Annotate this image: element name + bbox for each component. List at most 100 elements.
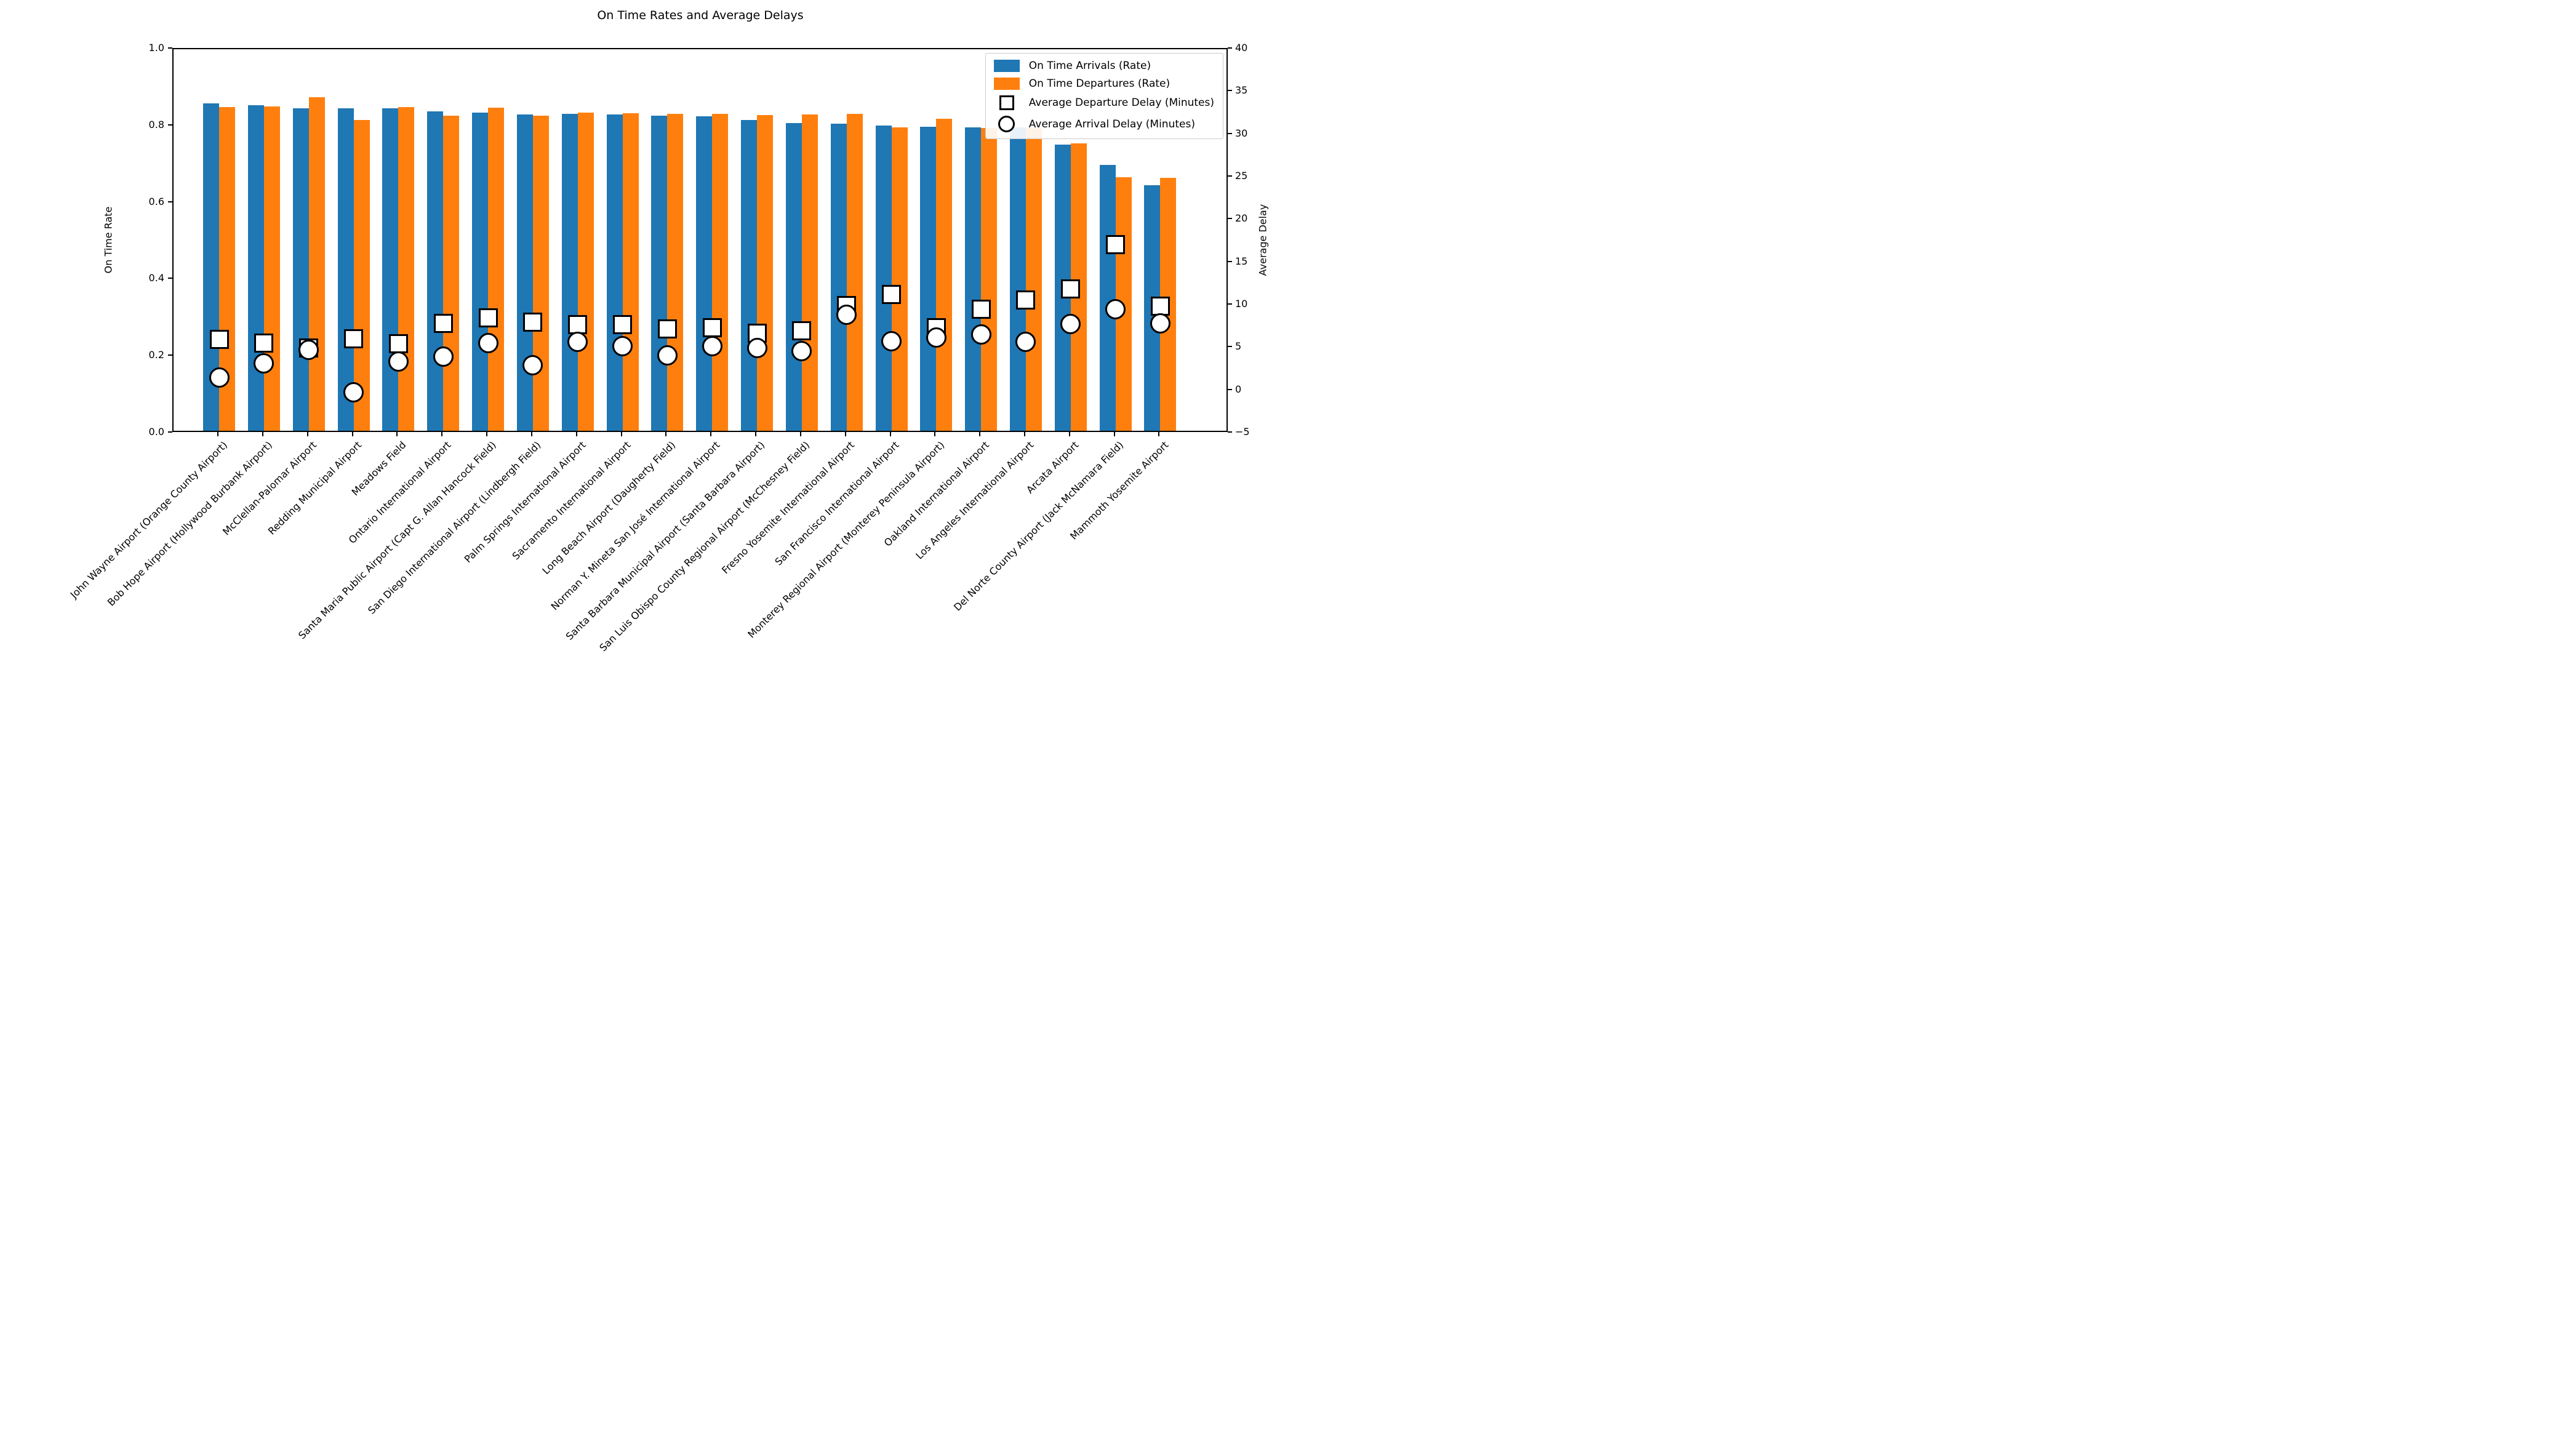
x-tick-label: Del Norte County Airport (Jack McNamara … (951, 439, 1126, 614)
marker-arrival-delay (298, 339, 319, 360)
y-tick-label-left: 0.2 (148, 349, 164, 361)
x-tick-mark (1158, 432, 1160, 436)
bar-departures (443, 115, 460, 431)
x-tick-mark (979, 432, 981, 436)
y-tick-mark-right (1228, 388, 1232, 390)
bar-departures (577, 113, 594, 431)
x-tick-label: Redding Municipal Airport (265, 439, 364, 537)
y-tick-mark-right (1228, 260, 1232, 262)
marker-departure-delay (209, 330, 229, 349)
marker-departure-delay (433, 313, 453, 333)
y-tick-label-right: 0 (1235, 383, 1242, 395)
bar-arrivals (830, 123, 847, 431)
bar-arrivals (292, 108, 309, 431)
marker-arrival-delay (388, 351, 409, 372)
bar-arrivals (1099, 165, 1116, 431)
legend-swatch-square (993, 95, 1020, 110)
bar-arrivals (382, 108, 399, 431)
bar-departures (846, 114, 863, 431)
bar-departures (801, 114, 818, 431)
marker-departure-delay (792, 321, 812, 341)
bar-arrivals (741, 119, 757, 431)
bar-arrivals (247, 105, 264, 431)
bar-arrivals (337, 108, 354, 431)
legend-swatch-circle (993, 116, 1020, 132)
legend-item-label: Average Arrival Delay (Minutes) (1028, 118, 1195, 130)
x-tick-label: Bob Hope Airport (Hollywood Burbank Airp… (105, 439, 274, 609)
marker-arrival-delay (1060, 314, 1081, 334)
x-tick-label: Mammoth Yosemite Airport (1067, 439, 1171, 542)
x-tick-mark (396, 432, 398, 436)
x-tick-mark (710, 432, 712, 436)
marker-departure-delay (344, 329, 363, 348)
marker-departure-delay (1061, 279, 1081, 299)
bar-arrivals (965, 127, 982, 431)
marker-arrival-delay (657, 345, 678, 366)
x-tick-mark (620, 432, 622, 436)
bar-departures (353, 119, 370, 431)
y-tick-mark-left (168, 431, 172, 433)
marker-arrival-delay (1105, 299, 1126, 320)
y-tick-label-right: 30 (1235, 127, 1248, 139)
marker-departure-delay (702, 318, 722, 337)
y-tick-mark-left (168, 47, 172, 49)
y-tick-mark-right (1228, 303, 1232, 305)
marker-departure-delay (478, 308, 498, 328)
x-tick-mark (665, 432, 667, 436)
marker-arrival-delay (209, 367, 230, 388)
y-tick-mark-left (168, 278, 172, 279)
y-tick-label-right: −5 (1235, 426, 1250, 438)
y-tick-mark-right (1228, 90, 1232, 92)
bar-arrivals (561, 114, 578, 431)
bar-departures (532, 116, 549, 431)
x-tick-label: McClellan-Palomar Airport (220, 439, 319, 538)
left-axis-label: On Time Rate (102, 206, 114, 274)
x-tick-mark (799, 432, 801, 436)
marker-departure-delay (1016, 290, 1036, 310)
square-marker-icon (999, 95, 1014, 110)
bar-arrivals (1009, 127, 1026, 431)
marker-arrival-delay (970, 324, 991, 345)
legend-item: Average Arrival Delay (Minutes) (993, 116, 1214, 132)
x-tick-mark (889, 432, 891, 436)
x-tick-mark (217, 432, 218, 436)
bar-arrivals (427, 111, 444, 431)
x-tick-label: Norman Y. Mineta San José International … (548, 439, 722, 613)
legend-item-label: On Time Arrivals (Rate) (1028, 60, 1151, 72)
marker-arrival-delay (343, 382, 364, 402)
marker-departure-delay (657, 319, 677, 339)
bar-arrivals (516, 114, 533, 431)
x-tick-mark (530, 432, 532, 436)
bar-arrivals (606, 114, 623, 431)
marker-departure-delay (971, 300, 991, 319)
y-tick-label-right: 35 (1235, 84, 1248, 97)
y-tick-label-right: 15 (1235, 255, 1248, 267)
y-tick-label-right: 10 (1235, 298, 1248, 310)
x-tick-mark (575, 432, 577, 436)
marker-arrival-delay (746, 337, 767, 358)
bar-departures (263, 106, 280, 431)
y-tick-label-right: 5 (1235, 340, 1242, 353)
chart-title: On Time Rates and Average Delays (597, 9, 804, 22)
marker-arrival-delay (433, 346, 454, 367)
bar-departures (622, 113, 639, 431)
bar-arrivals (875, 125, 892, 431)
y-tick-mark-right (1228, 431, 1232, 433)
x-tick-mark (755, 432, 756, 436)
y-tick-label-right: 20 (1235, 212, 1248, 225)
bar-departures (712, 114, 729, 431)
x-tick-mark (486, 432, 487, 436)
legend-swatch-departures (993, 78, 1020, 90)
marker-departure-delay (523, 313, 543, 332)
x-tick-label: San Diego International Airport (Lindber… (366, 439, 543, 617)
legend-item: Average Departure Delay (Minutes) (993, 95, 1214, 110)
marker-arrival-delay (881, 330, 902, 351)
legend-item-label: Average Departure Delay (Minutes) (1028, 97, 1214, 109)
bar-arrivals (696, 116, 713, 431)
y-tick-mark-right (1228, 175, 1232, 177)
y-tick-mark-right (1228, 132, 1232, 134)
bar-departures (398, 106, 415, 431)
bar-arrivals (785, 122, 802, 431)
x-tick-mark (306, 432, 308, 436)
bar-arrivals (472, 113, 488, 431)
